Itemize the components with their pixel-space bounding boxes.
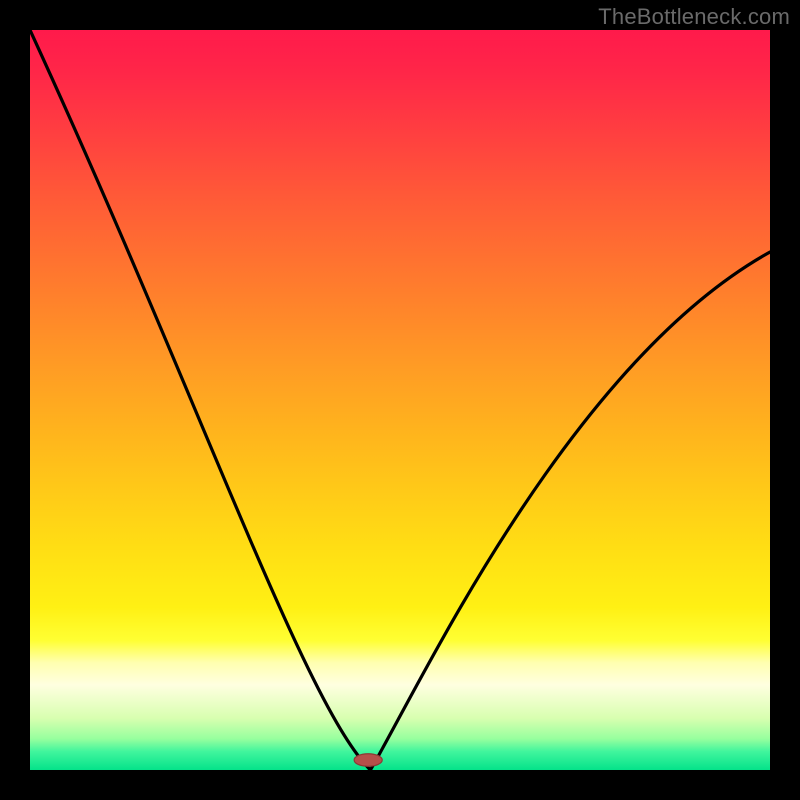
optimal-point-marker bbox=[354, 754, 382, 767]
bottleneck-chart bbox=[0, 0, 800, 800]
chart-container: TheBottleneck.com bbox=[0, 0, 800, 800]
watermark-text: TheBottleneck.com bbox=[598, 4, 790, 30]
plot-gradient-background bbox=[30, 30, 770, 770]
